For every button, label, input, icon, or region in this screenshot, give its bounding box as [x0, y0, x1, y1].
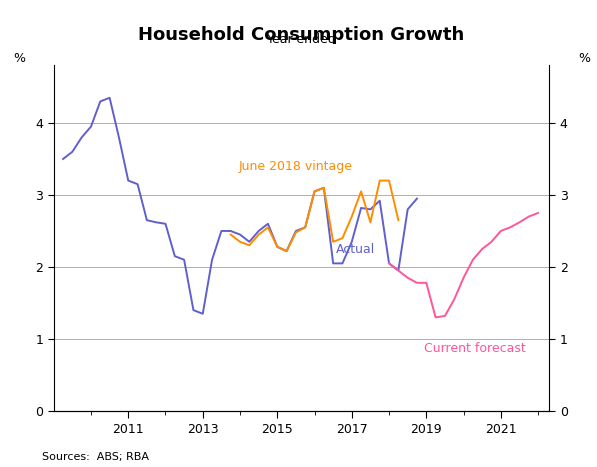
Text: Current forecast: Current forecast [424, 342, 525, 355]
Text: %: % [13, 52, 25, 65]
Text: %: % [578, 52, 590, 65]
Text: Actual: Actual [336, 242, 375, 255]
Title: Household Consumption Growth: Household Consumption Growth [139, 26, 464, 44]
Text: Sources:  ABS; RBA: Sources: ABS; RBA [42, 453, 149, 462]
Text: June 2018 vintage: June 2018 vintage [239, 160, 353, 173]
Text: Year-ended: Year-ended [267, 33, 336, 46]
